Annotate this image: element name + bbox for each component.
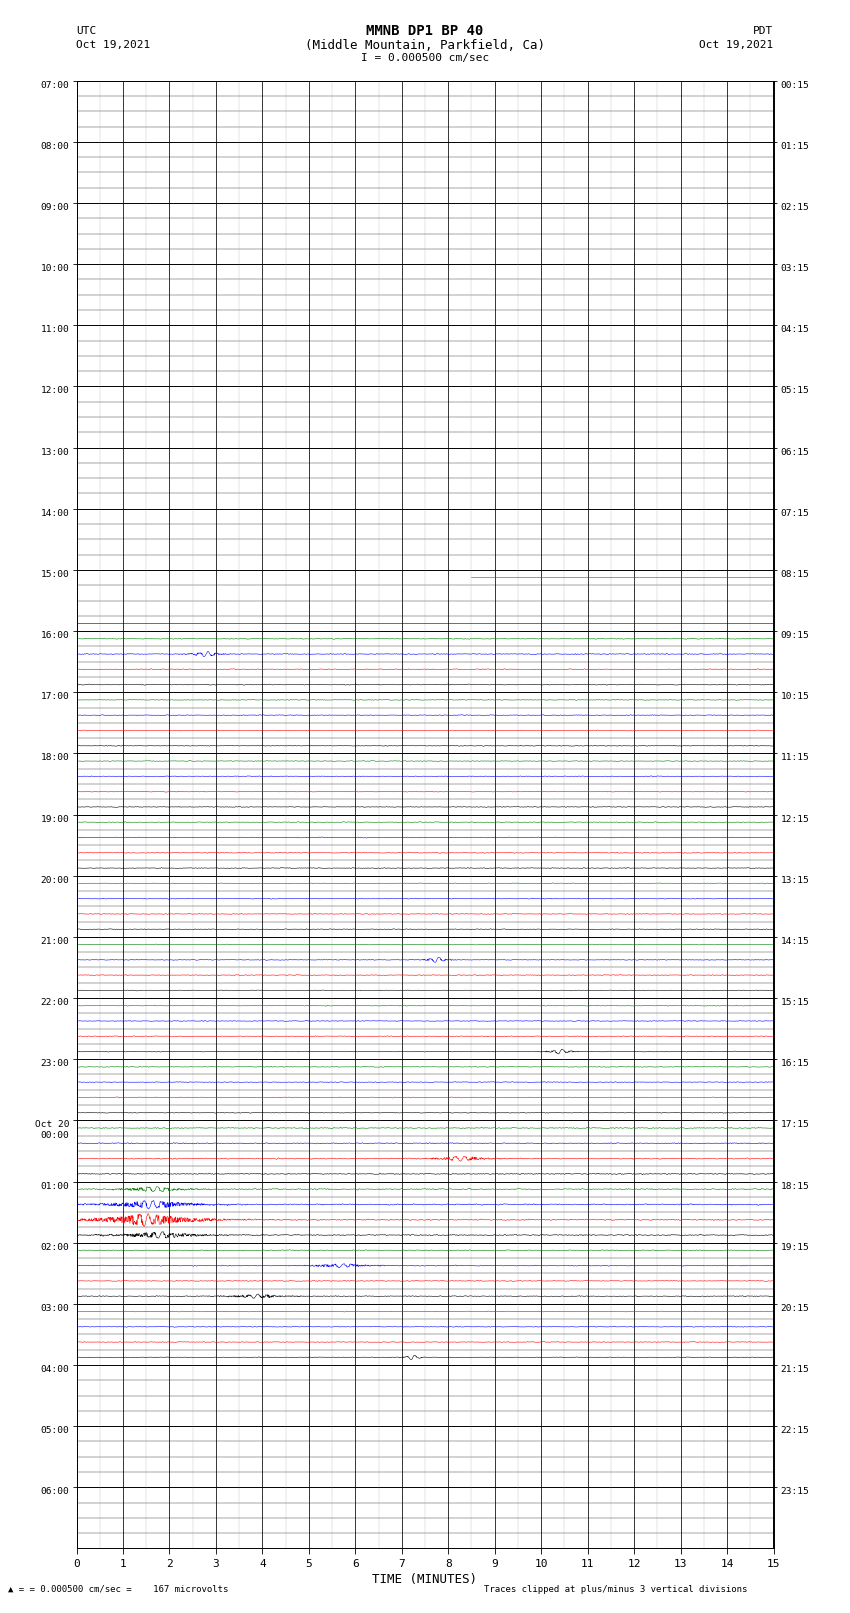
Text: Oct 19,2021: Oct 19,2021 — [700, 40, 774, 50]
X-axis label: TIME (MINUTES): TIME (MINUTES) — [372, 1573, 478, 1586]
Text: MMNB DP1 BP 40: MMNB DP1 BP 40 — [366, 24, 484, 39]
Text: (Middle Mountain, Parkfield, Ca): (Middle Mountain, Parkfield, Ca) — [305, 39, 545, 52]
Text: Oct 19,2021: Oct 19,2021 — [76, 40, 150, 50]
Text: I = 0.000500 cm/sec: I = 0.000500 cm/sec — [361, 53, 489, 63]
Text: UTC: UTC — [76, 26, 97, 35]
Text: ▲ = = 0.000500 cm/sec =    167 microvolts: ▲ = = 0.000500 cm/sec = 167 microvolts — [8, 1584, 229, 1594]
Text: PDT: PDT — [753, 26, 774, 35]
Text: Traces clipped at plus/minus 3 vertical divisions: Traces clipped at plus/minus 3 vertical … — [484, 1584, 748, 1594]
